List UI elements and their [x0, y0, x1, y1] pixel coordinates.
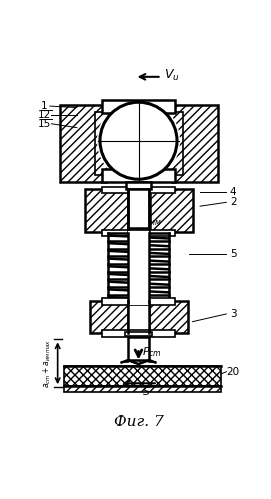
- Bar: [128, 301, 149, 333]
- Bar: [125, 332, 151, 336]
- Bar: [166, 112, 183, 175]
- Text: $V_u$: $V_u$: [164, 68, 180, 83]
- Circle shape: [98, 100, 179, 182]
- Text: 3: 3: [230, 309, 237, 319]
- Bar: [60, 104, 106, 182]
- Bar: [128, 231, 149, 305]
- Circle shape: [100, 102, 177, 179]
- Bar: [128, 189, 149, 232]
- Text: 12: 12: [38, 110, 51, 120]
- Text: $P_{им}$: $P_{им}$: [143, 215, 162, 229]
- Bar: [85, 189, 128, 232]
- Bar: [102, 298, 175, 305]
- Bar: [128, 189, 149, 228]
- Bar: [64, 386, 221, 392]
- Text: 4: 4: [230, 187, 237, 197]
- Bar: [172, 104, 218, 182]
- Bar: [126, 182, 151, 189]
- Text: $a_{cm}+a_{им\,max}$: $a_{cm}+a_{им\,max}$: [42, 339, 53, 388]
- Text: 5: 5: [230, 249, 237, 259]
- Bar: [102, 169, 175, 182]
- Bar: [102, 100, 175, 113]
- Bar: [128, 337, 149, 360]
- Bar: [102, 230, 175, 236]
- Bar: [102, 330, 175, 337]
- Bar: [102, 187, 175, 193]
- Bar: [90, 301, 128, 333]
- Bar: [150, 189, 193, 232]
- Text: 15: 15: [38, 119, 51, 129]
- Text: $P_{cm}$: $P_{cm}$: [142, 346, 162, 359]
- Bar: [149, 301, 188, 333]
- Text: 2: 2: [230, 197, 237, 207]
- Text: $S$: $S$: [142, 385, 151, 397]
- Bar: [95, 112, 112, 175]
- Text: Фиг. 7: Фиг. 7: [114, 415, 163, 429]
- Text: 1: 1: [41, 101, 48, 111]
- Bar: [64, 366, 221, 386]
- Text: 20: 20: [227, 367, 240, 377]
